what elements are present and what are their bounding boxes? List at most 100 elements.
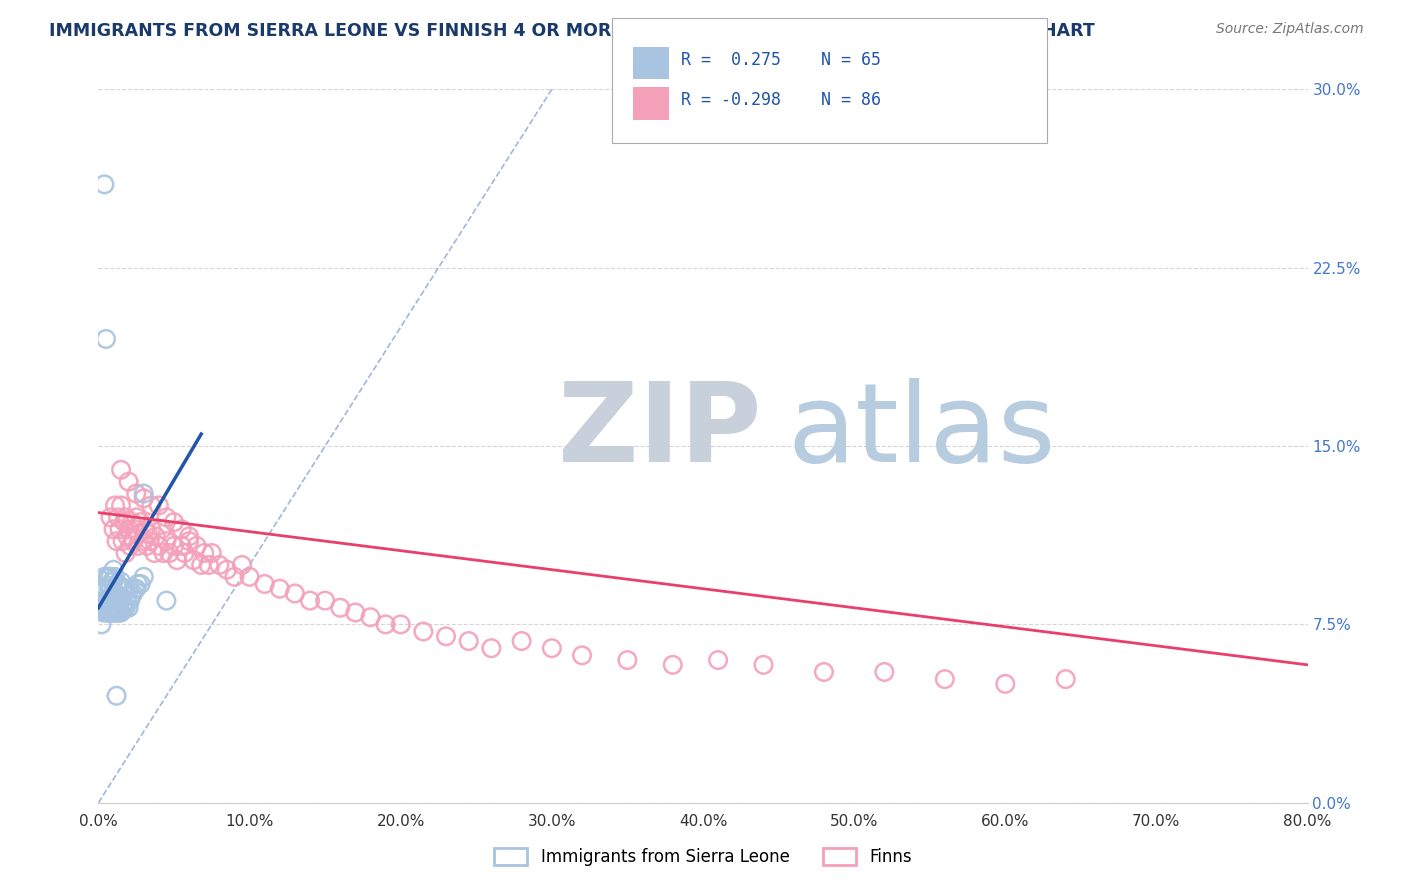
Point [224, 570, 246, 584]
Point [186, 539, 208, 553]
Point [284, 586, 307, 600]
Point [128, 527, 150, 541]
Point [100, 593, 122, 607]
Point [360, 610, 382, 624]
Point [127, 539, 149, 553]
Point [179, 534, 201, 549]
Point [104, 599, 127, 613]
Point [107, 593, 129, 607]
Point [91, 606, 114, 620]
Point [94, 582, 117, 596]
Point [118, 600, 141, 615]
Point [120, 539, 142, 553]
Point [239, 570, 262, 584]
Point [510, 634, 533, 648]
Point [101, 606, 124, 620]
Point [104, 570, 127, 584]
Point [105, 606, 128, 620]
Point [163, 539, 186, 553]
Point [115, 593, 138, 607]
Point [434, 629, 457, 643]
Point [98, 606, 121, 620]
Point [105, 593, 128, 607]
Point [122, 586, 145, 600]
Point [661, 657, 683, 672]
Point [108, 589, 131, 603]
Point [134, 522, 156, 536]
Point [150, 522, 173, 536]
Point [107, 606, 129, 620]
Point [994, 677, 1017, 691]
Point [231, 558, 253, 572]
Point [118, 582, 141, 596]
Point [112, 515, 135, 529]
Point [103, 606, 125, 620]
Point [201, 546, 224, 560]
Point [93, 178, 115, 192]
Point [118, 475, 141, 489]
Point [148, 499, 170, 513]
Point [100, 582, 122, 596]
Point [129, 515, 152, 529]
Point [143, 546, 166, 560]
Point [253, 577, 276, 591]
Point [103, 563, 125, 577]
Point [114, 582, 136, 596]
Point [124, 522, 146, 536]
Point [159, 546, 181, 560]
Point [374, 617, 396, 632]
Point [299, 593, 322, 607]
Text: R =  0.275    N = 65: R = 0.275 N = 65 [681, 51, 880, 69]
Text: Source: ZipAtlas.com: Source: ZipAtlas.com [1216, 22, 1364, 37]
Point [155, 510, 177, 524]
Point [100, 570, 122, 584]
Point [132, 534, 155, 549]
Point [481, 641, 503, 656]
Point [110, 499, 132, 513]
Point [125, 582, 148, 596]
Point [91, 582, 114, 596]
Point [105, 689, 128, 703]
Point [155, 593, 177, 607]
Point [100, 606, 122, 620]
Point [118, 522, 141, 536]
Point [111, 582, 134, 596]
Point [145, 529, 167, 543]
Point [110, 593, 132, 607]
Point [457, 634, 479, 648]
Text: atlas: atlas [787, 378, 1056, 485]
Point [121, 589, 143, 603]
Point [98, 570, 121, 584]
Point [112, 582, 135, 596]
Point [166, 553, 188, 567]
Point [96, 593, 118, 607]
Point [183, 553, 205, 567]
Point [125, 510, 148, 524]
Point [105, 534, 128, 549]
Point [208, 558, 231, 572]
Point [121, 515, 143, 529]
Point [389, 617, 412, 632]
Point [103, 522, 125, 536]
Text: IMMIGRANTS FROM SIERRA LEONE VS FINNISH 4 OR MORE VEHICLES IN HOUSEHOLD CORRELAT: IMMIGRANTS FROM SIERRA LEONE VS FINNISH … [49, 22, 1095, 40]
Point [329, 600, 352, 615]
Point [96, 606, 118, 620]
Point [114, 510, 136, 524]
Point [104, 606, 127, 620]
Point [129, 577, 152, 591]
Point [107, 510, 129, 524]
Point [103, 599, 125, 613]
Point [103, 586, 125, 600]
Point [873, 665, 896, 679]
Point [934, 672, 956, 686]
Text: ZIP: ZIP [558, 378, 761, 485]
Point [571, 648, 593, 663]
Point [190, 558, 212, 572]
Point [540, 641, 562, 656]
Point [141, 499, 163, 513]
Point [344, 606, 367, 620]
Point [104, 499, 127, 513]
Point [173, 546, 195, 560]
Point [115, 529, 138, 543]
Point [193, 546, 215, 560]
